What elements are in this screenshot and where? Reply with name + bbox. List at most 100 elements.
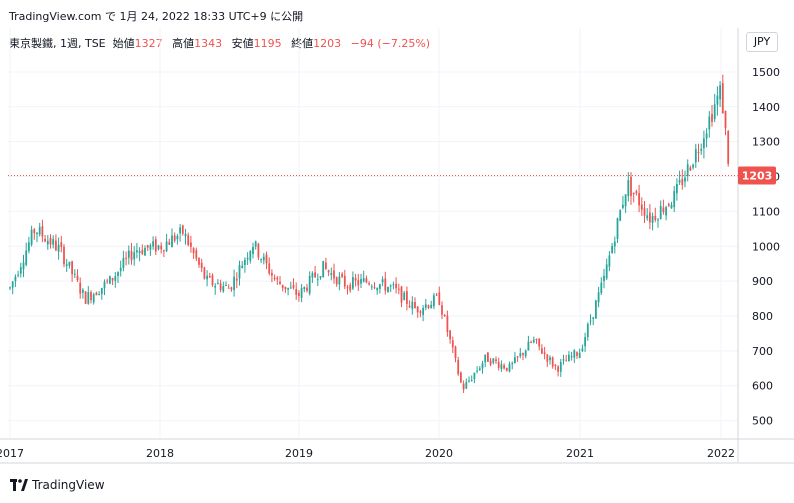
time-axis[interactable]: 2017 2018 2019 2020 2021 2022 [0, 438, 794, 464]
candle-body [160, 245, 163, 250]
candle-body [262, 256, 265, 261]
candle-body [82, 289, 84, 293]
candles [9, 74, 730, 394]
candle-body [508, 363, 511, 372]
candle-body [438, 292, 441, 305]
candle-body [68, 261, 71, 266]
price-axis[interactable]: 500600700800900100011001200130014001500 [737, 28, 780, 462]
candle-body [154, 239, 157, 252]
ohlc-legend: 東京製鐵, 1週, TSE 始値1327 高値1343 安値1195 終値120… [9, 35, 436, 51]
currency-button[interactable]: JPY [746, 32, 778, 52]
x-tick-label: 2017 [0, 447, 24, 460]
candle-body [19, 267, 22, 274]
candle-body [149, 245, 152, 250]
candle-body [109, 276, 111, 284]
candle-body [568, 354, 570, 362]
candle-body [38, 226, 41, 235]
candle-body [630, 176, 632, 197]
candle-body [265, 254, 268, 264]
candle-body [416, 306, 419, 313]
candle-body [462, 383, 465, 390]
candle-body [281, 284, 284, 289]
x-tick-label: 2022 [707, 447, 735, 460]
candle-body [144, 247, 146, 256]
candle-body [95, 292, 98, 296]
low-label: 安値 [231, 37, 254, 50]
publish-date-text: で 1月 24, 2022 18:33 UTC+9 に公開 [104, 10, 304, 23]
candle-body [284, 286, 287, 290]
candle-body [395, 283, 397, 289]
candle-body [300, 288, 303, 298]
candle-body [408, 305, 411, 308]
candle-body [146, 245, 149, 248]
symbol-label[interactable]: 東京製鐵, 1週, TSE [9, 37, 106, 50]
y-tick-label: 800 [752, 310, 773, 323]
candle-body [122, 257, 125, 268]
candle-body [597, 292, 600, 303]
candle-body [465, 382, 468, 389]
y-tick-label: 1400 [752, 101, 780, 114]
candle-body [708, 116, 711, 130]
candle-body [484, 354, 487, 363]
y-tick-label: 700 [752, 345, 773, 358]
candle-body [195, 250, 198, 259]
candle-body [92, 294, 95, 303]
candle-body [335, 277, 338, 285]
candle-body [106, 280, 109, 282]
candle-body [279, 281, 281, 285]
candle-body [586, 323, 589, 337]
candle-body [289, 287, 292, 289]
tradingview-footer[interactable]: TradingView [10, 478, 105, 492]
candle-body [403, 292, 406, 300]
candle-body [592, 317, 595, 319]
y-tick-label: 1000 [752, 240, 780, 253]
candle-body [535, 339, 538, 341]
candle-body [670, 204, 673, 209]
candle-body [138, 251, 141, 254]
candle-body [379, 284, 381, 289]
y-tick-label: 1500 [752, 66, 780, 79]
candle-body [314, 272, 316, 278]
candle-body [581, 348, 584, 351]
publish-info: TradingView.com で 1月 24, 2022 18:33 UTC+… [9, 8, 303, 24]
candle-body [200, 262, 203, 269]
candle-body [203, 267, 206, 279]
candle-body [697, 152, 700, 154]
candle-body [119, 267, 122, 272]
candle-body [187, 235, 190, 246]
candle-body [392, 284, 395, 286]
candle-body [711, 113, 713, 122]
x-tick-label: 2018 [146, 447, 174, 460]
candle-body [676, 184, 678, 194]
candle-body [249, 251, 252, 261]
candle-body [678, 180, 681, 183]
candle-body [608, 255, 611, 267]
candle-body [662, 207, 665, 213]
candle-body [554, 364, 557, 366]
candle-body [433, 295, 435, 307]
candle-body [365, 278, 368, 283]
candle-body [613, 241, 616, 247]
candle-body [360, 279, 362, 284]
candle-body [130, 250, 133, 261]
candle-body [632, 192, 635, 195]
candle-body [9, 287, 11, 289]
low-value: 1195 [253, 37, 282, 50]
candle-body [727, 131, 730, 164]
candle-body [244, 259, 246, 266]
candle-body [703, 138, 705, 149]
candle-body [692, 164, 694, 168]
candle-body [627, 180, 630, 197]
candle-body [276, 277, 279, 280]
candle-body [79, 282, 82, 294]
candle-body [14, 276, 17, 282]
candle-body [503, 365, 505, 369]
candle-body [22, 262, 25, 270]
candle-body [424, 304, 427, 308]
candle-body [179, 227, 181, 234]
candle-body [311, 273, 314, 278]
candle-body [292, 285, 295, 288]
candle-body [411, 301, 414, 310]
candle-body [387, 287, 389, 292]
